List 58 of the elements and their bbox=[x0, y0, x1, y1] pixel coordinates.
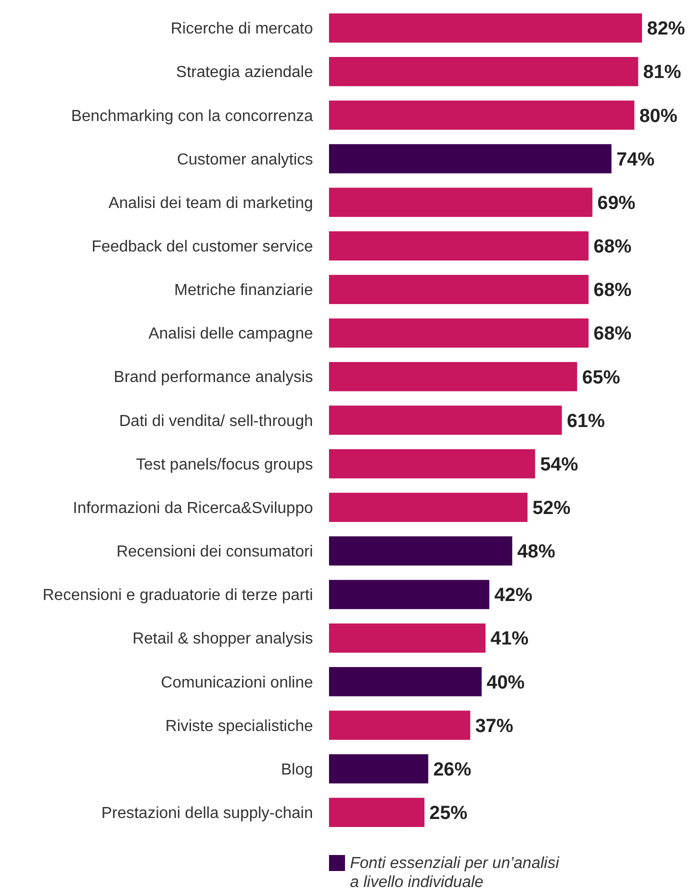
y-tick-label: Prestazioni della supply-chain bbox=[101, 804, 313, 822]
data-label: 80% bbox=[639, 106, 678, 127]
data-label: 61% bbox=[566, 410, 605, 432]
bar bbox=[329, 536, 512, 566]
y-tick-label: Benchmarking con la concorrenza bbox=[71, 108, 314, 125]
bar bbox=[329, 449, 536, 478]
y-tick-label: Dati di vendita/ sell-through bbox=[119, 412, 313, 430]
y-tick-label: Metriche finanziarie bbox=[174, 282, 314, 300]
y-tick-label: Customer analytics bbox=[176, 151, 313, 168]
data-label: 82% bbox=[647, 18, 686, 40]
data-label: 65% bbox=[582, 367, 620, 388]
y-tick-label: Recensioni dei consumatori bbox=[116, 544, 313, 561]
data-label: 40% bbox=[486, 672, 525, 694]
y-tick-label: Ricerche di mercato bbox=[170, 20, 314, 38]
bar bbox=[329, 56, 638, 86]
data-label: 68% bbox=[594, 280, 632, 302]
bar bbox=[329, 754, 428, 784]
data-label: 42% bbox=[494, 585, 532, 606]
data-label: 54% bbox=[540, 454, 578, 476]
y-tick-label: Blog bbox=[280, 761, 313, 778]
y-tick-label: Analisi dei team di marketing bbox=[108, 194, 313, 212]
bar bbox=[329, 274, 589, 304]
legend-label: Fonti essenziali per un’analisi a livello individuale bbox=[350, 855, 560, 891]
bar bbox=[329, 580, 490, 610]
bar bbox=[329, 623, 486, 653]
y-tick-label: Feedback del customer service bbox=[92, 238, 314, 256]
y-tick-label: Recensioni e graduatorie di terze parti bbox=[42, 587, 313, 604]
data-label: 25% bbox=[429, 803, 468, 824]
bar bbox=[329, 188, 592, 217]
data-label: 52% bbox=[532, 498, 571, 520]
data-label: 74% bbox=[616, 149, 655, 170]
bar bbox=[329, 406, 562, 435]
y-tick-label: Retail & shopper analysis bbox=[132, 630, 313, 648]
bar bbox=[329, 492, 528, 522]
y-tick-label: Riviste specialistiche bbox=[165, 718, 314, 735]
data-label: 41% bbox=[490, 628, 529, 650]
data-label: 26% bbox=[433, 759, 472, 780]
bar bbox=[329, 318, 589, 348]
y-tick-label: Analisi delle campagne bbox=[148, 326, 314, 343]
y-tick-label: Informazioni da Ricerca&Sviluppo bbox=[72, 500, 314, 517]
data-label: 68% bbox=[594, 324, 632, 345]
bar bbox=[329, 667, 482, 696]
data-label: 37% bbox=[475, 716, 514, 737]
bar bbox=[329, 100, 634, 130]
data-label: 81% bbox=[643, 62, 682, 84]
bar bbox=[329, 362, 578, 392]
y-tick-label: Test panels/focus groups bbox=[136, 456, 313, 474]
y-tick-label: Comunicazioni online bbox=[160, 674, 314, 692]
bar bbox=[329, 144, 612, 174]
data-label: 48% bbox=[517, 542, 556, 563]
bar bbox=[329, 231, 589, 260]
bar bbox=[329, 710, 470, 740]
bar bbox=[329, 13, 642, 43]
data-label: 68% bbox=[594, 236, 632, 258]
data-label: 69% bbox=[597, 192, 636, 214]
y-tick-label: Strategia aziendale bbox=[176, 64, 314, 82]
bar bbox=[329, 798, 424, 827]
y-tick-label: Brand performance analysis bbox=[114, 369, 313, 386]
